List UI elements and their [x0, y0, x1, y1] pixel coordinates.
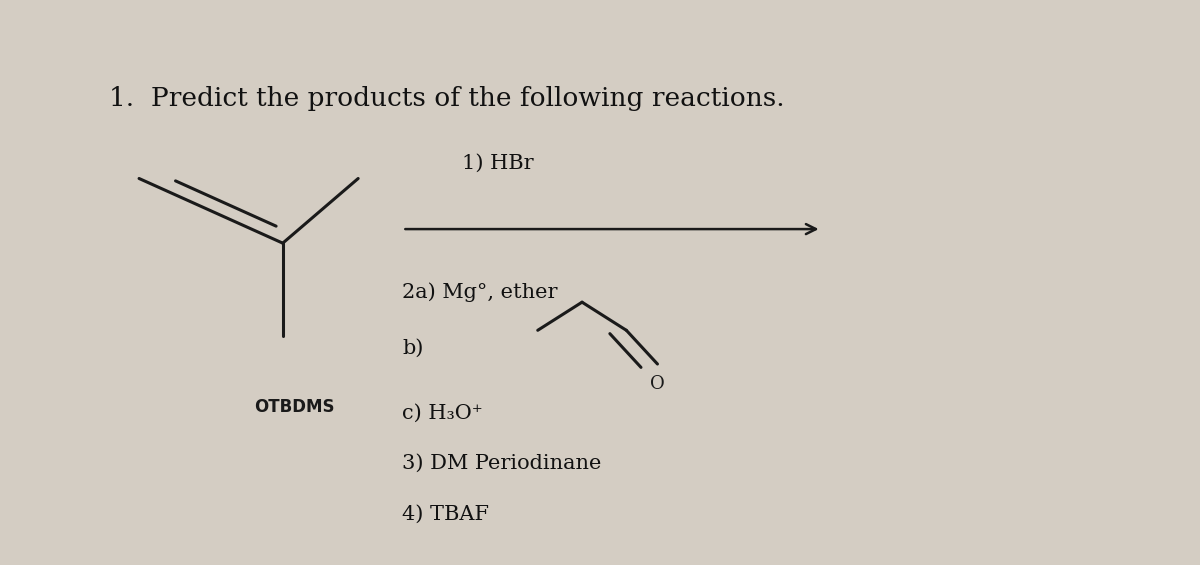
- Text: 1.  Predict the products of the following reactions.: 1. Predict the products of the following…: [109, 86, 785, 111]
- Text: O: O: [650, 375, 665, 393]
- Text: 2a) Mg°, ether: 2a) Mg°, ether: [402, 282, 558, 302]
- Text: c) H₃O⁺: c) H₃O⁺: [402, 403, 484, 423]
- Text: 3) DM Periodinane: 3) DM Periodinane: [402, 454, 602, 473]
- Text: OTBDMS: OTBDMS: [254, 398, 335, 416]
- Text: 1) HBr: 1) HBr: [462, 154, 534, 173]
- Text: 4) TBAF: 4) TBAF: [402, 505, 490, 524]
- Text: b): b): [402, 339, 424, 358]
